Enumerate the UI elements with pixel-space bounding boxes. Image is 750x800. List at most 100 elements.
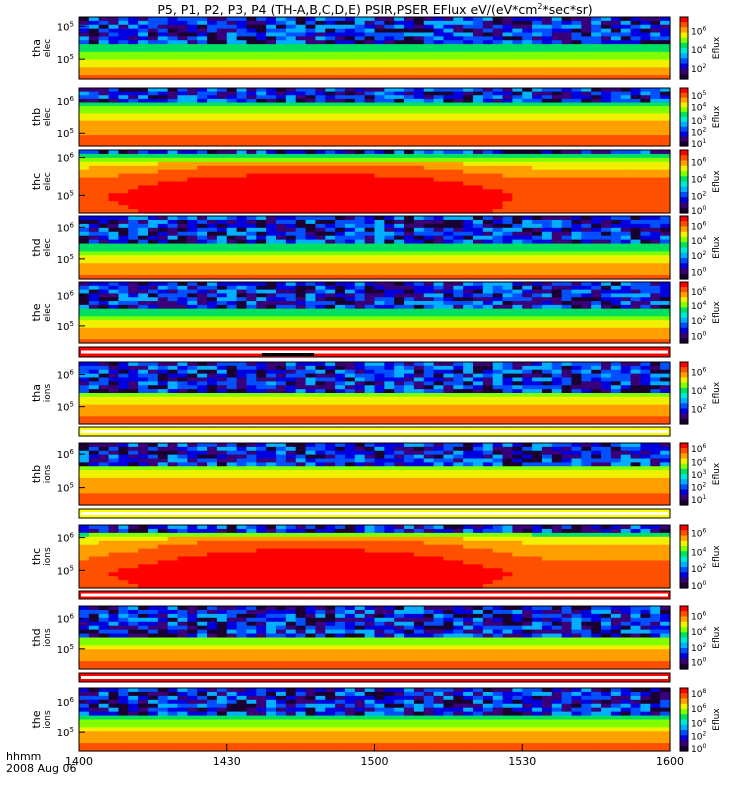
colorbar-thd-elec: 106 104 102 100 Eflux — [679, 215, 722, 280]
y-tick-label: 105 — [57, 726, 74, 739]
panel-frame — [78, 605, 671, 670]
colorbar-tick-label: 104 — [691, 235, 706, 247]
colorbar-tick-label: 104 — [691, 385, 706, 397]
y-tick-label: 105 — [57, 189, 74, 202]
colorbar-tha-elec: 106 104 102 Eflux — [679, 16, 722, 80]
y-tick-label: 106 — [57, 368, 75, 381]
panel-thd-ions: 106 105 thd ions 106 104 102 100 Eflux — [30, 605, 722, 670]
colorbar-tick-label: 104 — [691, 102, 706, 114]
colorbar-tick-label: 102 — [691, 404, 706, 416]
y-label-species: elec — [43, 303, 53, 322]
y-tick-label: 106 — [57, 95, 75, 108]
y-label-probe: tha — [30, 39, 43, 57]
y-tick-label: 106 — [57, 152, 75, 165]
panel-thd-elec: 106 105 thd elec 106 104 102 100 Eflux — [30, 215, 722, 280]
chart-title: P5, P1, P2, P3, P4 (TH-A,B,C,D,E) PSIR,P… — [157, 2, 593, 18]
panel-frame — [78, 16, 671, 80]
colorbar-tick-label: 106 — [691, 366, 706, 378]
colorbar-tick-label: 100 — [691, 331, 706, 343]
colorbar-tick-label: 101 — [691, 138, 706, 150]
y-tick-label: 105 — [57, 253, 74, 266]
colorbar-tick-label: 106 — [691, 610, 706, 622]
y-tick-label: 105 — [57, 20, 74, 33]
colorbar-tick-label: 105 — [691, 90, 706, 102]
colorbar-unit: Eflux — [712, 105, 722, 128]
colorbar-tick-label: 106 — [691, 156, 706, 168]
panel-frame — [78, 442, 671, 506]
colorbar-tick-label: 106 — [691, 703, 706, 715]
colorbar-tick-label: 100 — [691, 743, 706, 755]
colorbar-tick-label: 106 — [691, 220, 706, 232]
panel-frame — [78, 524, 671, 589]
y-label-probe: thb — [30, 465, 43, 483]
colorbar-tick-label: 104 — [691, 626, 706, 638]
colorbar-thd-ions: 106 104 102 100 Eflux — [679, 605, 722, 670]
heatmap-tha-elec — [79, 17, 671, 80]
y-label-probe: the — [30, 303, 43, 321]
panel-frame — [78, 281, 671, 344]
y-label-probe: thb — [30, 108, 43, 126]
y-tick-label: 106 — [57, 532, 75, 545]
colorbar-tick-label: 101 — [691, 494, 706, 506]
y-tick-label: 105 — [57, 564, 74, 577]
y-label-species: ions — [43, 628, 53, 647]
colorbar-tick-label: 106 — [691, 286, 706, 298]
colorbar-tick-label: 104 — [691, 44, 706, 56]
colorbar-tha-ions: 106 104 102 Eflux — [679, 361, 722, 425]
status-bar-sb-thc-thd — [78, 590, 671, 600]
colorbar-tick-label: 102 — [691, 127, 706, 139]
colorbar-unit: Eflux — [712, 708, 722, 731]
colorbar-tick-label: 104 — [691, 718, 706, 730]
colorbar-thc-ions: 106 104 102 100 Eflux — [679, 524, 722, 592]
x-tick-label: 1600 — [656, 755, 684, 768]
colorbar-tick-label: 102 — [691, 730, 706, 742]
y-label-species: ions — [43, 547, 53, 566]
y-label-probe: thc — [30, 548, 43, 565]
colorbar-tick-label: 104 — [691, 457, 706, 469]
panel-tha-ions: 106 105 tha ions 106 104 102 Eflux — [30, 361, 722, 425]
y-label-species: elec — [43, 39, 53, 58]
colorbar-tick-label: 102 — [691, 250, 706, 262]
colorbar-tick-label: 104 — [691, 173, 706, 185]
colorbar-unit: Eflux — [712, 381, 722, 404]
time-format-label: hhmm — [6, 750, 42, 763]
heatmap-tha-ions — [79, 362, 671, 425]
heatmap-thd-ions — [79, 606, 671, 670]
panel-thc-ions: 106 105 thc ions 106 104 102 100 Eflux — [30, 524, 722, 592]
y-label-species: ions — [43, 710, 53, 729]
colorbar-tick-label: 108 — [691, 688, 706, 700]
y-tick-label: 106 — [57, 613, 75, 626]
colorbar-tick-label: 102 — [691, 481, 706, 493]
status-bar-sb-thb-thc — [78, 508, 671, 519]
colorbar-unit: Eflux — [712, 545, 722, 568]
y-label-probe: thc — [30, 173, 43, 190]
colorbar-tick-label: 100 — [691, 266, 706, 278]
y-tick-label: 106 — [57, 289, 75, 302]
y-tick-label: 105 — [57, 643, 74, 656]
colorbar-tick-label: 102 — [691, 642, 706, 654]
colorbar-tick-label: 102 — [691, 563, 706, 575]
colorbar-tick-label: 103 — [691, 469, 706, 481]
colorbar-tick-label: 104 — [691, 546, 706, 558]
status-marker — [262, 353, 314, 356]
date-label: 2008 Aug 06 — [6, 762, 77, 775]
heatmap-thb-elec — [79, 88, 671, 147]
y-label-species: elec — [43, 108, 53, 127]
colorbar-tick-label: 100 — [691, 656, 706, 668]
heatmap-thc-ions — [79, 525, 671, 589]
panel-frame — [78, 361, 671, 425]
colorbar-unit: Eflux — [712, 36, 722, 59]
heatmap-thc-elec — [79, 150, 671, 214]
y-tick-label: 106 — [57, 448, 75, 461]
y-tick-label: 106 — [57, 696, 75, 709]
colorbar-unit: Eflux — [712, 462, 722, 485]
y-tick-label: 106 — [57, 221, 75, 234]
x-tick-label: 1400 — [65, 755, 93, 768]
y-label-species: elec — [43, 172, 53, 191]
x-tick-label: 1430 — [213, 755, 241, 768]
